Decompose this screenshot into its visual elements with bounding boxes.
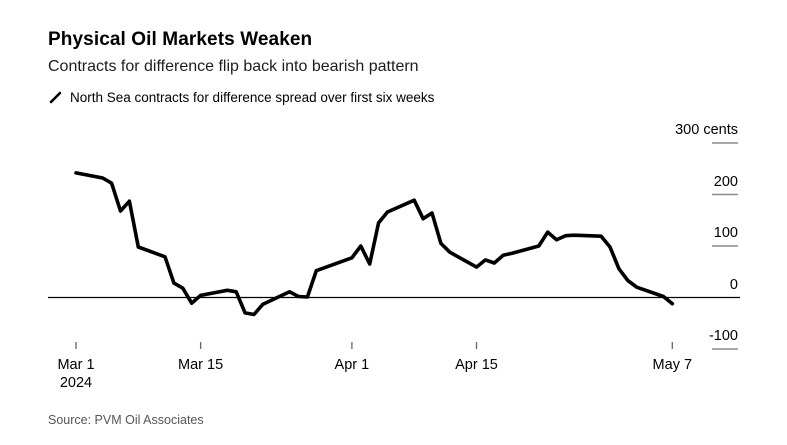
source-credit: Source: PVM Oil Associates (48, 413, 204, 427)
y-axis-label: 100 (713, 225, 738, 241)
y-axis-label: -100 (708, 328, 738, 344)
legend: North Sea contracts for difference sprea… (49, 90, 434, 105)
x-axis-label: Mar 1 2024 (31, 356, 121, 392)
y-axis-label: 300 cents (675, 122, 738, 138)
line-series-slash-icon (49, 91, 62, 104)
legend-label: North Sea contracts for difference sprea… (70, 90, 435, 105)
y-axis-label: 200 (713, 173, 738, 190)
x-axis-label: Apr 15 (455, 357, 498, 373)
series-line-north-sea-cfd-spread (74, 171, 675, 317)
y-axis-label: 0 (729, 276, 738, 293)
x-axis-label: Mar 15 (178, 357, 224, 373)
x-axis-year-label: 2024 (59, 375, 93, 391)
chart-title: Physical Oil Markets Weaken (48, 29, 313, 50)
x-axis-label: Apr 1 (334, 357, 370, 373)
x-axis-label: May 7 (652, 357, 693, 373)
chart-subtitle: Contracts for difference flip back into … (48, 58, 419, 75)
